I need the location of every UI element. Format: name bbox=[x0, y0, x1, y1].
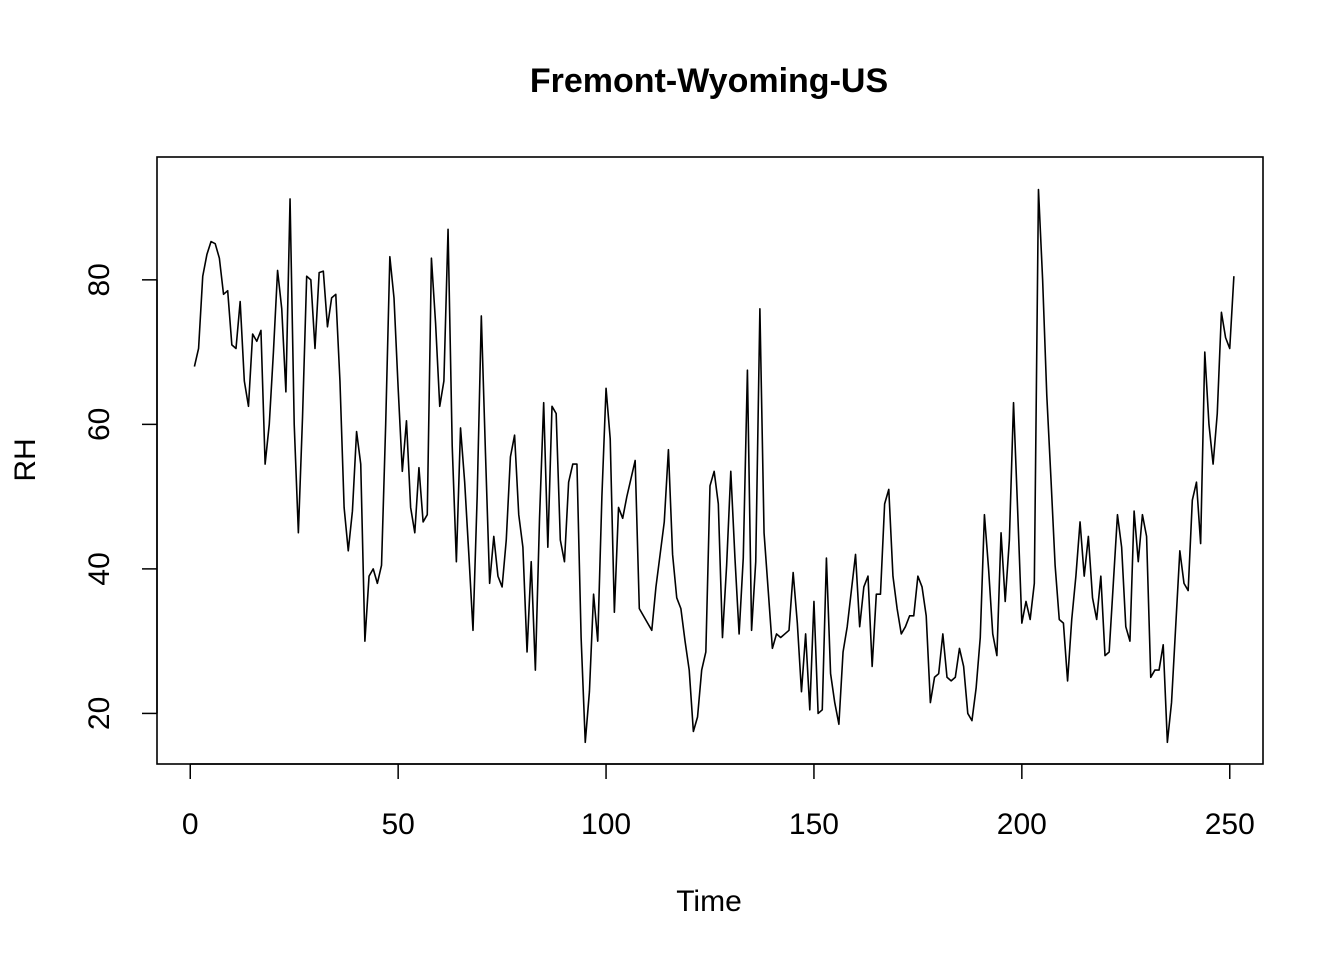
y-tick-label: 80 bbox=[83, 263, 116, 296]
x-tick-label: 0 bbox=[182, 808, 199, 841]
x-axis: 0 50 100 150 200 250 bbox=[182, 764, 1255, 841]
x-tick-label: 200 bbox=[997, 808, 1047, 841]
y-axis: 20 40 60 80 bbox=[83, 263, 157, 730]
y-tick-label: 60 bbox=[83, 408, 116, 441]
plot-area-frame bbox=[157, 157, 1263, 764]
x-tick-label: 100 bbox=[581, 808, 631, 841]
rh-series-line bbox=[194, 190, 1233, 743]
y-axis-label: RH bbox=[9, 438, 42, 481]
x-tick-label: 250 bbox=[1205, 808, 1255, 841]
y-tick-label: 20 bbox=[83, 697, 116, 730]
chart-title: Fremont-Wyoming-US bbox=[530, 62, 888, 100]
rh-series-points bbox=[193, 189, 1234, 744]
x-tick-label: 50 bbox=[381, 808, 414, 841]
x-tick-label: 150 bbox=[789, 808, 839, 841]
y-tick-label: 40 bbox=[83, 552, 116, 585]
x-axis-label: Time bbox=[676, 885, 742, 918]
